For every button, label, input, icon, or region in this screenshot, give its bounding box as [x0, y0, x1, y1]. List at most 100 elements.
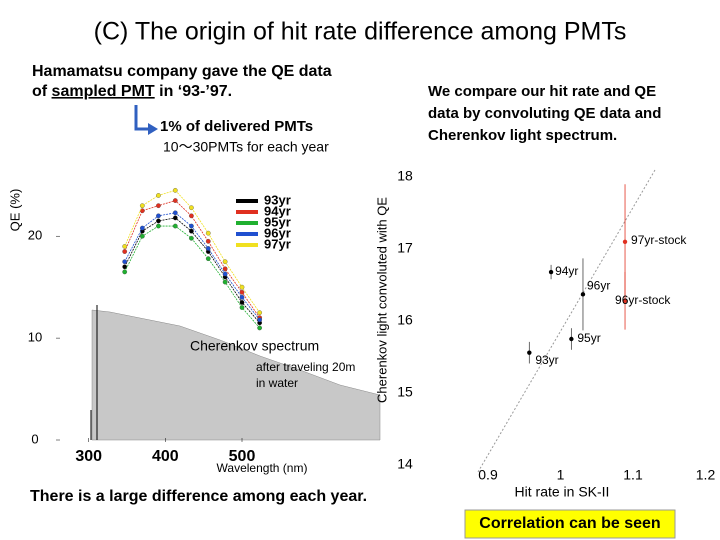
point-label: 97yr-stock: [631, 233, 687, 247]
point: [172, 188, 178, 193]
point: [527, 350, 532, 355]
point: [189, 213, 194, 219]
note-line: Hamamatsu company gave the QE data: [32, 63, 332, 80]
point: [239, 305, 245, 310]
count-note: 10～30PMTs for each year: [163, 139, 329, 155]
point: [222, 279, 228, 285]
x-tick-label: 500: [229, 448, 256, 465]
point: [156, 203, 161, 209]
point: [205, 246, 211, 251]
point: [172, 210, 178, 216]
arrow: [134, 105, 150, 131]
highlight-text: Correlation can be seen: [479, 515, 660, 532]
point: [257, 317, 262, 323]
point: [239, 300, 245, 305]
point: [139, 225, 145, 231]
note-part: of: [32, 83, 52, 100]
point: [172, 198, 178, 203]
point: [205, 256, 211, 261]
y-tick-label: 18: [397, 168, 413, 184]
y-tick-label: 20: [28, 228, 42, 243]
y-tick-label: 0: [31, 431, 38, 446]
point-label: 93yr: [535, 353, 558, 367]
point: [122, 249, 128, 254]
point-label: 96yr: [587, 279, 610, 293]
legend-label: 93yr: [264, 192, 291, 207]
y-tick-label: 17: [397, 240, 413, 256]
conclusion: There is a large difference among each y…: [30, 488, 367, 505]
point: [205, 230, 211, 236]
point: [189, 223, 194, 229]
point: [580, 292, 586, 297]
legend-label: 95yr: [264, 214, 291, 229]
note-part: in ‘93-’97.: [155, 83, 232, 100]
point: [239, 295, 245, 300]
point: [569, 336, 574, 342]
note-underlined: sampled PMT: [52, 83, 155, 100]
point: [122, 244, 128, 249]
slide-title: (C) The origin of hit rate difference am…: [94, 18, 627, 46]
point: [205, 238, 211, 244]
point: [189, 205, 194, 211]
point: [622, 298, 628, 304]
right-note: data by convoluting QE data and: [428, 105, 661, 122]
point: [189, 235, 194, 241]
point: [257, 310, 262, 315]
point: [139, 203, 145, 209]
fit-line: [477, 169, 656, 473]
series-line: [124, 200, 260, 318]
point: [172, 215, 178, 221]
x-tick-label: 1.1: [623, 467, 643, 483]
series-line: [124, 225, 260, 329]
annotation-sub: after traveling 20m: [256, 360, 355, 374]
x-tick-label: 1.2: [696, 467, 716, 483]
point: [548, 269, 554, 275]
x-axis-label: Wavelength (nm): [217, 461, 308, 475]
x-tick-label: 0.9: [478, 467, 498, 483]
right-note: Cherenkov light spectrum.: [428, 127, 617, 144]
y-tick-label: 14: [397, 456, 413, 472]
point: [156, 213, 161, 219]
point-label: 95yr: [577, 331, 600, 345]
point: [257, 325, 262, 331]
point: [139, 233, 145, 239]
point: [222, 259, 228, 265]
x-tick-label: 300: [75, 448, 102, 465]
y-tick-label: 16: [397, 312, 413, 328]
point: [156, 193, 161, 198]
point: [156, 223, 161, 229]
y-tick-label: 15: [397, 384, 413, 400]
point: [239, 289, 245, 295]
annotation: Cherenkov spectrum: [190, 338, 319, 354]
point: [222, 266, 228, 272]
point: [139, 208, 145, 214]
point: [222, 271, 228, 277]
point: [122, 264, 128, 270]
legend-label: 96yr: [264, 225, 291, 240]
highlight-box: [464, 509, 676, 539]
point: [189, 228, 194, 234]
point: [122, 259, 128, 265]
right-note: We compare our hit rate and QE: [428, 83, 656, 100]
arrow-head: [148, 123, 158, 135]
legend-label: 94yr: [264, 203, 291, 218]
x-axis-label: Hit rate in SK-II: [515, 484, 610, 500]
point-label: 96yr-stock: [615, 293, 671, 307]
x-tick-label: 400: [152, 448, 179, 465]
note-line: of sampled PMT in ‘93-’97.: [32, 83, 232, 100]
point: [172, 223, 178, 229]
x-tick-label: 1: [557, 467, 565, 483]
y-tick-label: 10: [28, 330, 42, 345]
point: [622, 239, 628, 244]
y-axis-label: Cherenkov light convoluted with QE: [374, 197, 389, 403]
point: [122, 269, 128, 275]
point-label: 94yr: [555, 264, 578, 278]
point: [239, 284, 245, 290]
cherenkov-spectrum: [91, 309, 381, 441]
legend-label: 97yr: [264, 236, 291, 251]
point: [156, 218, 161, 224]
y-axis-label: QE (%): [7, 189, 22, 232]
annotation-sub: in water: [256, 376, 298, 390]
sample-note: 1% of delivered PMTs: [160, 118, 313, 135]
